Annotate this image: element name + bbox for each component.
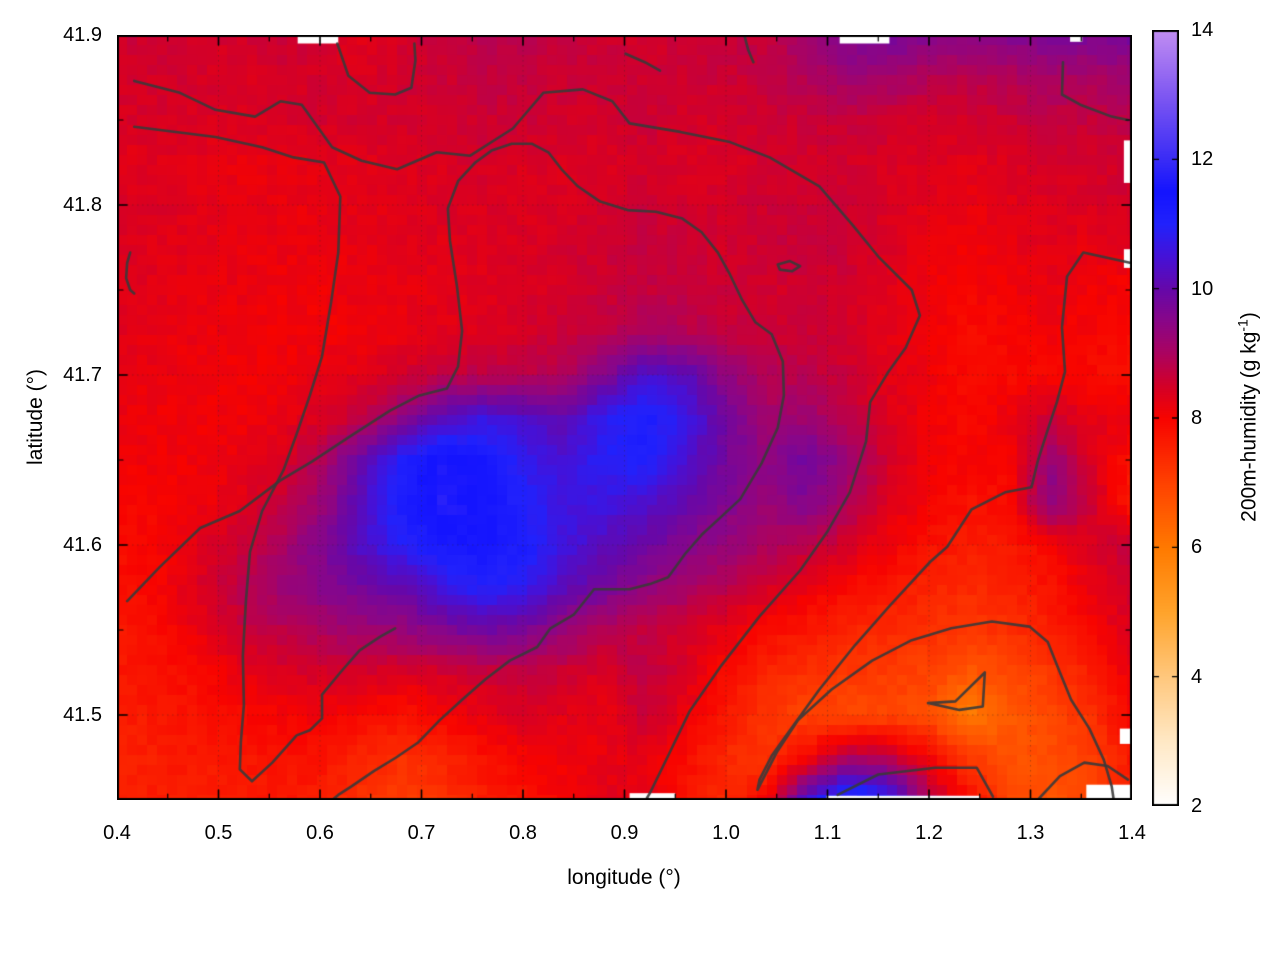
x-tick-label: 1.2 — [915, 822, 943, 844]
colorbar-tick-label: 2 — [1191, 795, 1203, 817]
y-tick-label: 41.6 — [63, 534, 102, 556]
x-axis-label: longitude (°) — [567, 866, 681, 889]
colorbar-tick-label: 8 — [1191, 407, 1203, 429]
x-tick-label: 1.0 — [712, 822, 740, 844]
y-tick-label: 41.7 — [63, 364, 102, 386]
colorbar-tick-label: 4 — [1191, 665, 1203, 688]
x-tick-label: 0.6 — [306, 822, 334, 844]
heatmap-plot — [117, 35, 1132, 800]
y-tick-label: 41.8 — [63, 194, 102, 216]
y-tick-label: 41.9 — [63, 24, 102, 46]
x-tick-label: 0.7 — [407, 822, 436, 844]
x-tick-label: 0.9 — [610, 822, 639, 844]
colorbar-tick-label: 12 — [1191, 148, 1214, 171]
colorbar-tick-label: 14 — [1191, 19, 1214, 41]
colorbar-tick-label: 10 — [1191, 277, 1214, 300]
x-tick-label: 0.5 — [204, 822, 233, 844]
colorbar-tick-label: 6 — [1191, 536, 1203, 559]
colorbar — [1152, 30, 1179, 806]
y-tick-label: 41.5 — [63, 704, 102, 726]
x-tick-label: 0.4 — [103, 822, 131, 844]
colorbar-label-superscript: -1 — [1234, 319, 1251, 332]
x-tick-label: 1.1 — [813, 822, 842, 844]
x-tick-label: 0.8 — [509, 822, 537, 844]
x-tick-label: 1.3 — [1016, 822, 1045, 844]
x-tick-label: 1.4 — [1118, 822, 1146, 844]
